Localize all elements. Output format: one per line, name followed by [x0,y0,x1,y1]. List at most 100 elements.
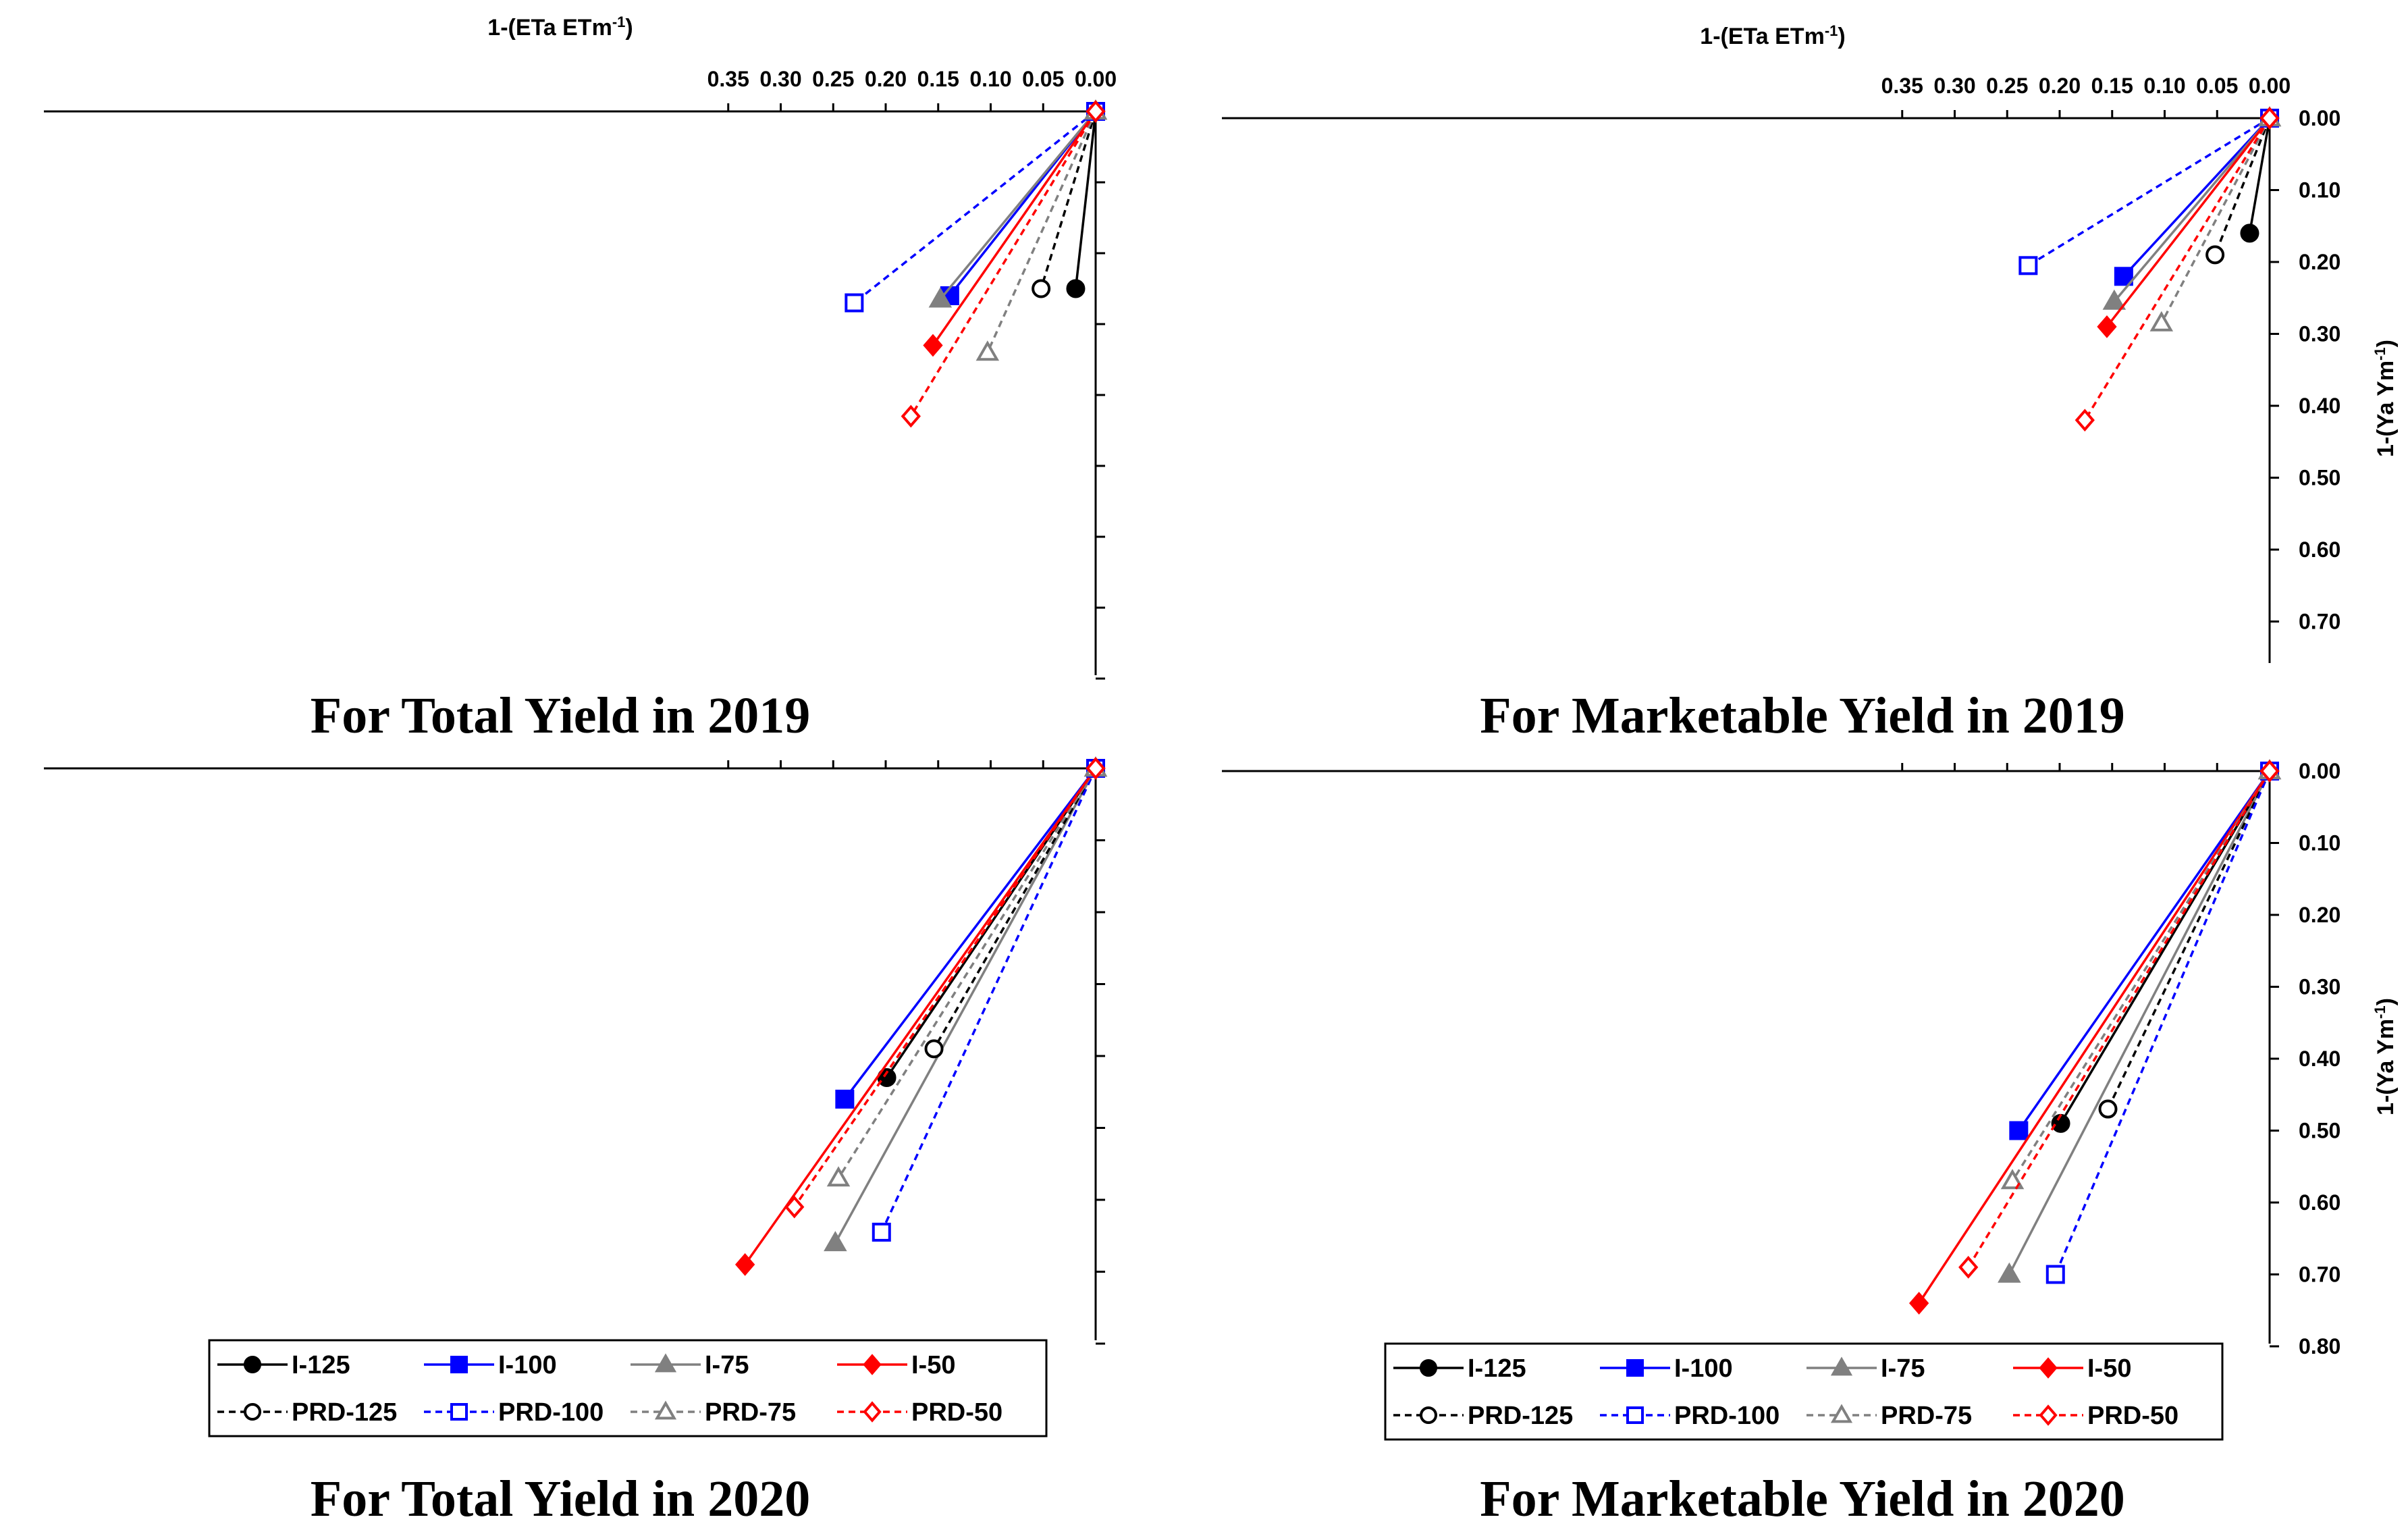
legend-label-PRD-125: PRD-125 [292,1398,397,1427]
data-point-PRD-50-1 [901,404,921,428]
x-tick-label: 0.20 [865,67,907,91]
legend-marker-PRD-50 [2039,1404,2058,1426]
legend-panel-3: I-125 I-100 I-75 I-50 PRD-125 PRD-100 PRD-75 PR… [208,1339,1048,1437]
chart-panel-1: 0.35 0.30 0.25 0.20 0.15 0.10 0.05 0.00 [44,67,1117,680]
legend-label-I-100: I-100 [498,1351,557,1379]
x-tick-label: 0.15 [917,67,959,91]
panel-1-caption: For Total Yield in 2019 [311,687,810,744]
series-PRD-50 [2075,107,2280,432]
legend-marker-PRD-50 [863,1401,882,1423]
legend-box [208,1339,1048,1437]
x-tick-label: 0.20 [2039,74,2081,98]
legend-marker-I-125 [244,1356,261,1373]
panel-2-x-axis-title: 1-(ETa ETm-1) [1700,22,1845,50]
legend-marker-I-50 [2039,1357,2058,1379]
data-point-PRD-75-1 [2000,1169,2025,1190]
chart-panel-4: 0.00 0.10 0.20 0.30 0.40 0.50 0.60 0.70 0.80 [1222,759,2340,1358]
legend-marker-PRD-75 [1830,1404,1853,1423]
x-tick-label: 0.35 [1881,74,1923,98]
legend-label-PRD-50: PRD-50 [2087,1402,2178,1430]
data-point-PRD-100-1 [2045,1265,2065,1284]
x-tick-label: 0.05 [1022,67,1064,91]
data-point-PRD-50-0 [1086,100,1106,123]
data-point-I-125-1 [2240,223,2259,243]
series-line-PRD-75 [2160,117,2271,324]
series-line-PRD-100 [2027,117,2270,267]
x-tick-label: 0.05 [2196,74,2238,98]
legend-label-I-50: I-50 [911,1351,955,1379]
legend-marker-PRD-75 [654,1400,677,1420]
legend-marker-PRD-100 [1626,1406,1644,1424]
series-line-I-50 [2106,117,2271,327]
data-point-PRD-100-1 [2018,256,2038,275]
legend-label-PRD-100: PRD-100 [498,1398,604,1427]
legend-label-PRD-75: PRD-75 [1881,1402,1972,1430]
series-PRD-100 [872,759,1105,1242]
data-point-PRD-50-0 [1086,757,1106,780]
data-point-I-50-1 [734,1253,755,1276]
legend-label-I-75: I-75 [1881,1354,1925,1383]
data-point-I-75-1 [1998,1262,2021,1283]
legend-label-PRD-125: PRD-125 [1468,1402,1573,1430]
y-tick-label: 0.60 [2299,1190,2340,1215]
series-PRD-125 [924,759,1105,1059]
legend-label-I-50: I-50 [2087,1354,2131,1383]
data-point-I-125-1 [1066,279,1086,298]
data-point-I-50-1 [923,334,943,357]
x-tick-label: 0.30 [1933,74,1975,98]
y-tick-label: 0.10 [2299,178,2340,203]
legend-marker-I-75 [1830,1356,1853,1376]
data-point-PRD-100-1 [872,1222,891,1242]
series-PRD-50 [784,757,1106,1219]
data-point-I-50-1 [1908,1292,1929,1315]
series-line-PRD-125 [933,768,1097,1050]
series-line-PRD-125 [2106,770,2271,1110]
series-line-PRD-50 [2083,117,2271,421]
data-point-I-125-1 [877,1067,897,1087]
series-line-I-75 [2113,117,2271,302]
panel-1-x-axis-title: 1-(ETa ETm-1) [487,14,633,41]
y-tick-label: 0.50 [2299,466,2340,490]
series-line-PRD-125 [1040,111,1097,290]
series-line-PRD-50 [909,111,1097,417]
x-tick-label: 0.15 [2091,74,2133,98]
series-line-PRD-50 [1967,770,2271,1268]
series-I-50 [923,100,1106,357]
y-tick-label: 0.10 [2299,831,2340,855]
x-tick-label: 0.10 [969,67,1011,91]
x-tick-label: 0.30 [759,67,801,91]
panel-2-y-axis-title: 1-(Ya Ym-1) [2372,340,2399,457]
series-I-75 [928,99,1108,308]
legend-label-I-75: I-75 [705,1351,749,1379]
legend-marker-PRD-125 [244,1403,261,1421]
series-line-I-50 [744,767,1097,1265]
data-point-PRD-125-1 [2098,1099,2118,1119]
data-point-PRD-50-0 [2259,760,2280,783]
y-tick-label: 0.80 [2299,1334,2340,1358]
legend-marker-I-50 [863,1354,882,1375]
y-tick-label: 0.20 [2299,250,2340,274]
data-point-I-100-1 [2009,1121,2029,1140]
series-line-I-100 [2122,117,2271,278]
panel-4-y-axis-title: 1-(Ya Ym-1) [2372,998,2399,1115]
series-line-I-75 [939,110,1097,300]
legend-marker-I-125 [1420,1359,1437,1377]
data-point-I-75-1 [2102,289,2126,310]
data-point-PRD-125-1 [924,1039,944,1059]
x-tick-label: 0.00 [2249,74,2291,98]
y-tick-label: 0.50 [2299,1119,2340,1143]
series-line-PRD-100 [880,768,1097,1233]
legend-marker-I-75 [654,1353,677,1373]
series-line-I-125 [1074,111,1097,289]
legend-label-PRD-75: PRD-75 [705,1398,796,1427]
y-tick-label: 0.60 [2299,537,2340,562]
series-line-PRD-100 [2054,770,2271,1275]
series-I-75 [824,756,1108,1252]
panel-4-caption: For Marketable Yield in 2020 [1480,1471,2125,1527]
series-line-I-100 [2017,770,2271,1132]
legend-panel-4: I-125 I-100 I-75 I-50 PRD-125 PRD-100 PRD-75 PR… [1384,1342,2224,1441]
legend-label-PRD-50: PRD-50 [911,1398,1002,1427]
panel-3-caption: For Total Yield in 2020 [311,1471,810,1527]
series-line-PRD-75 [837,768,1097,1179]
